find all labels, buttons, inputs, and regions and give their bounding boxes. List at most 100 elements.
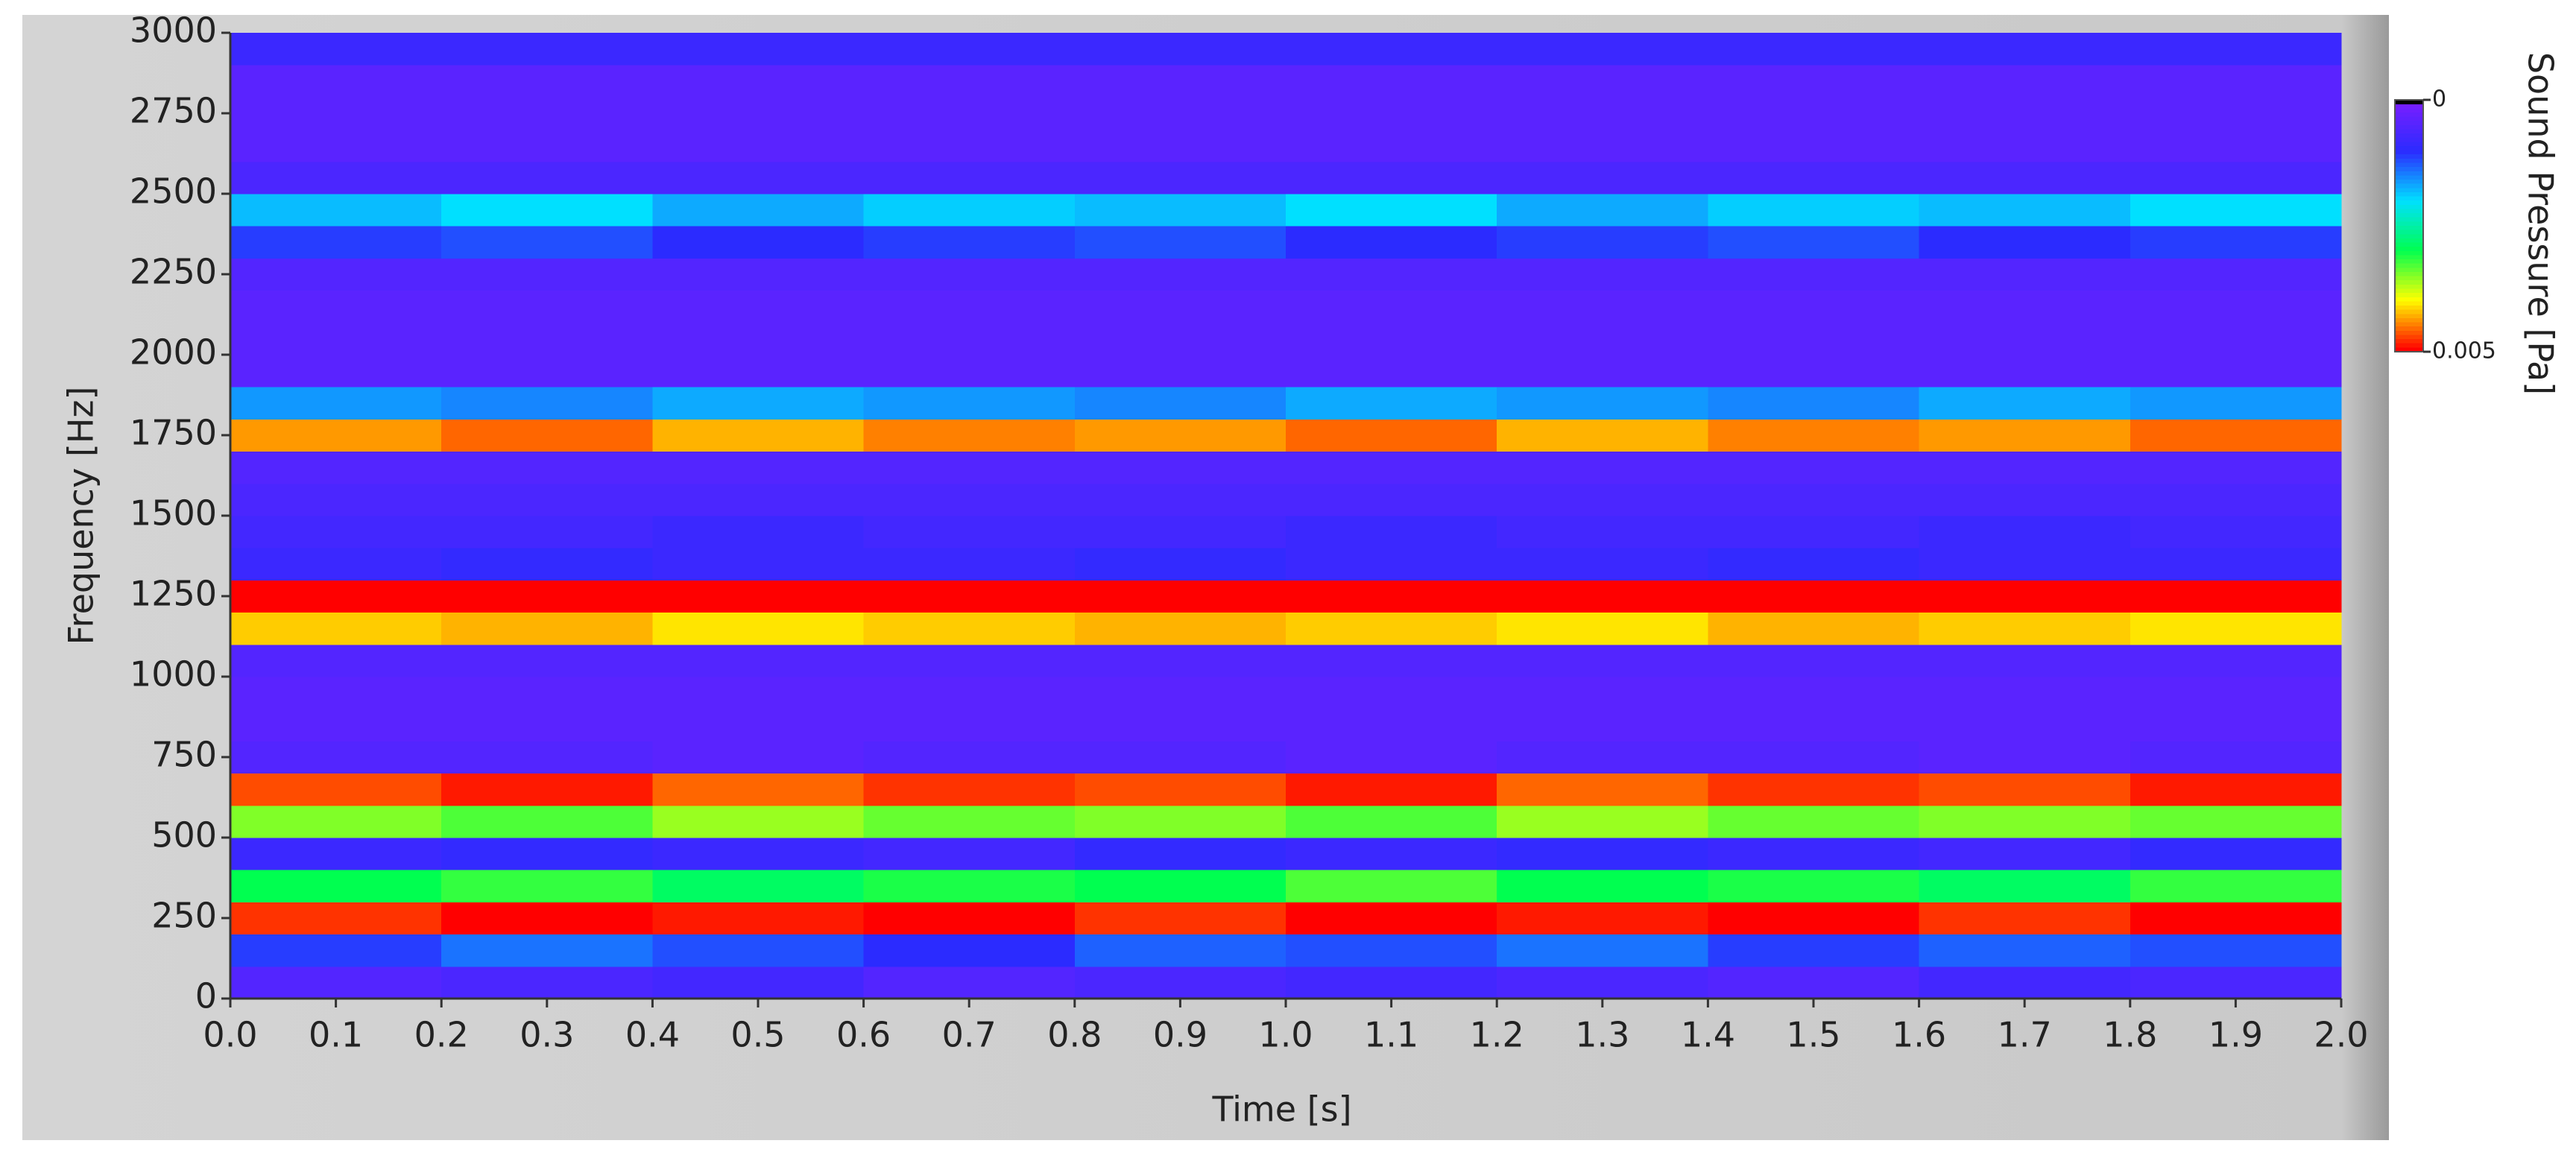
x-tick-label: 1.7: [1998, 1015, 2052, 1055]
y-tick-label: 1750: [130, 413, 217, 453]
cell: [441, 129, 653, 162]
colorbar-segment: [2395, 142, 2423, 147]
cell: [1286, 934, 1497, 967]
x-tick-label: 0.3: [520, 1015, 574, 1055]
colorbar-segment: [2395, 263, 2423, 268]
cell: [441, 226, 653, 259]
cell: [1286, 419, 1497, 452]
cell: [2130, 355, 2342, 387]
colorbar-segment: [2395, 301, 2423, 306]
cell: [230, 773, 442, 806]
cell: [1919, 773, 2131, 806]
x-tick-label: 0.1: [309, 1015, 363, 1055]
cell: [1708, 258, 1920, 291]
cell: [441, 483, 653, 516]
cell: [1497, 258, 1708, 291]
y-tick-label: 0: [195, 976, 217, 1016]
cell: [1286, 966, 1497, 999]
colorbar-segment: [2395, 297, 2423, 302]
colorbar-top: [2395, 100, 2423, 104]
cell: [1074, 773, 1287, 806]
cell: [1919, 902, 2131, 935]
cell: [230, 677, 442, 709]
cell: [863, 612, 1076, 645]
cell: [1497, 322, 1708, 355]
cell: [1919, 677, 2131, 709]
cell: [863, 483, 1076, 516]
cell: [1286, 322, 1497, 355]
cell: [1497, 33, 1708, 66]
cell: [2130, 838, 2342, 870]
colorbar-segment: [2395, 284, 2423, 290]
cell: [863, 838, 1076, 870]
cell: [441, 387, 653, 420]
cell: [1919, 226, 2131, 259]
cell: [1074, 741, 1287, 774]
cell: [1919, 580, 2131, 613]
colorbar-segment: [2395, 167, 2423, 172]
cell: [441, 516, 653, 548]
x-tick-label: 0.0: [203, 1015, 257, 1055]
cell: [1074, 226, 1287, 259]
colorbar-segment: [2395, 268, 2423, 273]
colorbar-segment: [2395, 317, 2423, 323]
cell: [1919, 97, 2131, 130]
cell: [1497, 290, 1708, 323]
cell: [230, 355, 442, 387]
cell: [2130, 644, 2342, 677]
cell: [1286, 612, 1497, 645]
y-tick-label: 1000: [130, 654, 217, 695]
cell: [1708, 677, 1920, 709]
colorbar-segment: [2395, 330, 2423, 336]
cell: [1497, 612, 1708, 645]
cell: [230, 33, 442, 66]
cell: [652, 677, 865, 709]
cell: [863, 677, 1076, 709]
cell: [863, 966, 1076, 999]
colorbar-segment: [2395, 133, 2423, 139]
cell: [652, 773, 865, 806]
cell: [2130, 870, 2342, 902]
cell: [1708, 387, 1920, 420]
cell: [2130, 65, 2342, 98]
cell: [863, 709, 1076, 741]
cell: [1286, 65, 1497, 98]
colorbar-segment: [2395, 217, 2423, 222]
cell: [441, 838, 653, 870]
cell: [1497, 516, 1708, 548]
cell: [1074, 33, 1287, 66]
x-tick-label: 1.1: [1364, 1015, 1418, 1055]
cell: [1286, 805, 1497, 838]
cell: [863, 773, 1076, 806]
cell: [441, 580, 653, 613]
cell: [441, 709, 653, 741]
cell: [1497, 677, 1708, 709]
cell: [863, 129, 1076, 162]
x-tick-label: 0.8: [1047, 1015, 1102, 1055]
cell: [652, 644, 865, 677]
colorbar-segment: [2395, 112, 2423, 118]
cell: [441, 355, 653, 387]
cell: [1286, 387, 1497, 420]
cell: [230, 290, 442, 323]
cell: [1919, 290, 2131, 323]
cell: [652, 451, 865, 484]
x-axis-label: Time [s]: [1211, 1089, 1351, 1130]
colorbar-segment: [2395, 200, 2423, 206]
cell: [1497, 161, 1708, 194]
cell: [863, 387, 1076, 420]
cell: [1286, 355, 1497, 387]
cell: [1919, 65, 2131, 98]
colorbar-segment: [2395, 335, 2423, 340]
cell: [230, 451, 442, 484]
cell: [441, 966, 653, 999]
x-tick-label: 0.6: [836, 1015, 891, 1055]
colorbar-segment: [2395, 309, 2423, 314]
cell: [230, 194, 442, 227]
colorbar-segment: [2395, 204, 2423, 210]
cell: [1919, 870, 2131, 902]
colorbar-segment: [2395, 250, 2423, 256]
cell: [652, 65, 865, 98]
cell: [1919, 355, 2131, 387]
cell: [441, 870, 653, 902]
